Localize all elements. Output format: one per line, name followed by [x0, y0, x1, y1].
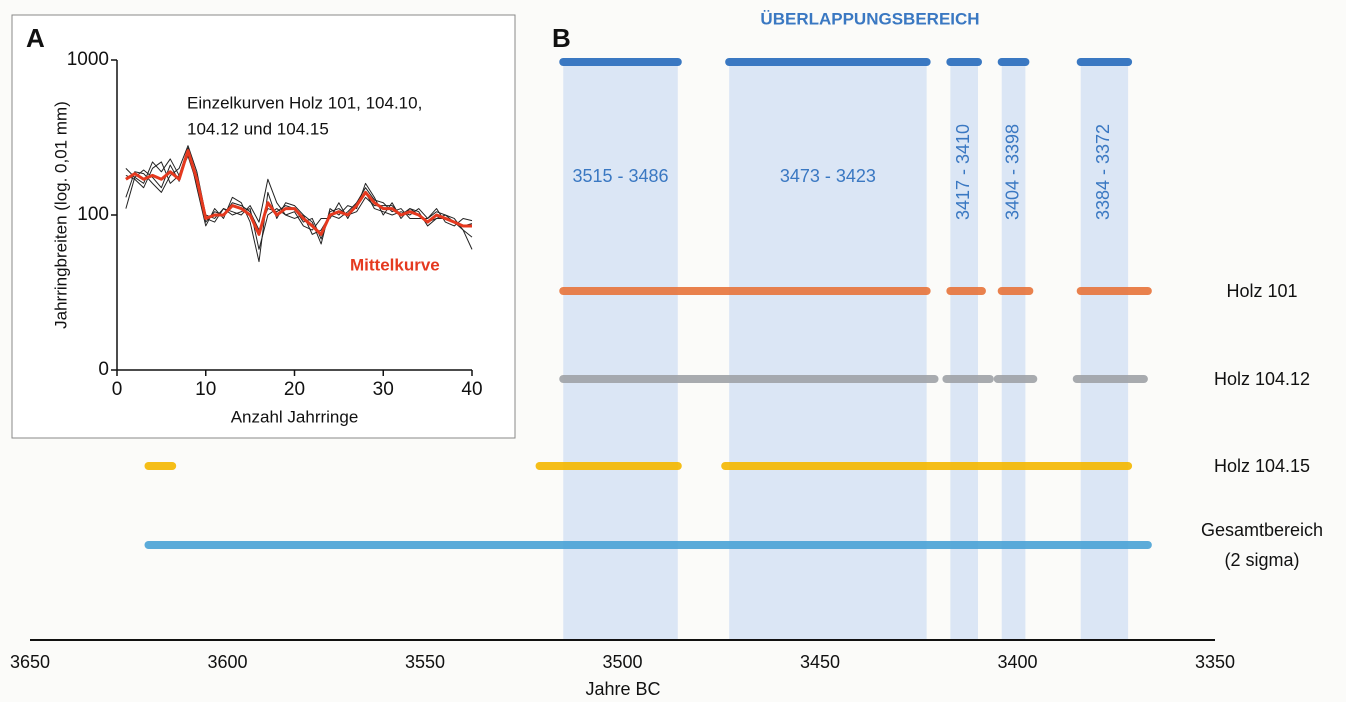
y-axis-label: Jahrringbreiten (log. 0,01 mm): [51, 101, 70, 329]
annotation: Einzelkurven Holz 101, 104.10,: [187, 93, 422, 112]
x-tick-label: 3400: [997, 652, 1037, 672]
x-tick-label: 3350: [1195, 652, 1235, 672]
y-tick-label: 100: [77, 204, 109, 225]
x-tick-label: 3500: [602, 652, 642, 672]
overlap-label: 3515 - 3486: [572, 166, 668, 186]
x-tick-label: 40: [461, 379, 482, 400]
overlap-band: [729, 62, 927, 640]
x-tick-label: 3600: [207, 652, 247, 672]
x-tick-label: 10: [195, 379, 216, 400]
overlap-label: 3384 - 3372: [1093, 124, 1113, 220]
overlap-label: 3404 - 3398: [1002, 124, 1022, 220]
row-label: Holz 104.15: [1214, 456, 1310, 476]
x-axis-label: Anzahl Jahrringe: [231, 407, 359, 426]
x-axis-label: Jahre BC: [585, 679, 660, 699]
series-line: [125, 149, 472, 236]
y-tick-label: 0: [98, 359, 109, 380]
overlap-label: 3473 - 3423: [780, 166, 876, 186]
overlap-band: [1001, 62, 1026, 640]
x-tick-label: 0: [112, 379, 123, 400]
series-line: [125, 145, 473, 231]
x-tick-label: 3450: [800, 652, 840, 672]
overlap-band: [563, 62, 678, 640]
y-tick-label: 1000: [67, 49, 109, 70]
x-tick-label: 3650: [10, 652, 50, 672]
x-tick-label: 30: [373, 379, 394, 400]
row-label: (2 sigma): [1224, 550, 1299, 570]
series-label: Mittelkurve: [350, 255, 440, 274]
x-tick-label: 20: [284, 379, 305, 400]
overlap-label: 3417 - 3410: [953, 124, 973, 220]
panel-label: A: [26, 23, 45, 53]
row-label: Gesamtbereich: [1201, 520, 1323, 540]
row-label: Holz 101: [1226, 281, 1297, 301]
panel-label: B: [552, 23, 571, 53]
chart-title: ÜBERLAPPUNGSBEREICH: [760, 9, 979, 28]
x-tick-label: 3550: [405, 652, 445, 672]
row-label: Holz 104.12: [1214, 369, 1310, 389]
annotation: 104.12 und 104.15: [187, 119, 329, 138]
